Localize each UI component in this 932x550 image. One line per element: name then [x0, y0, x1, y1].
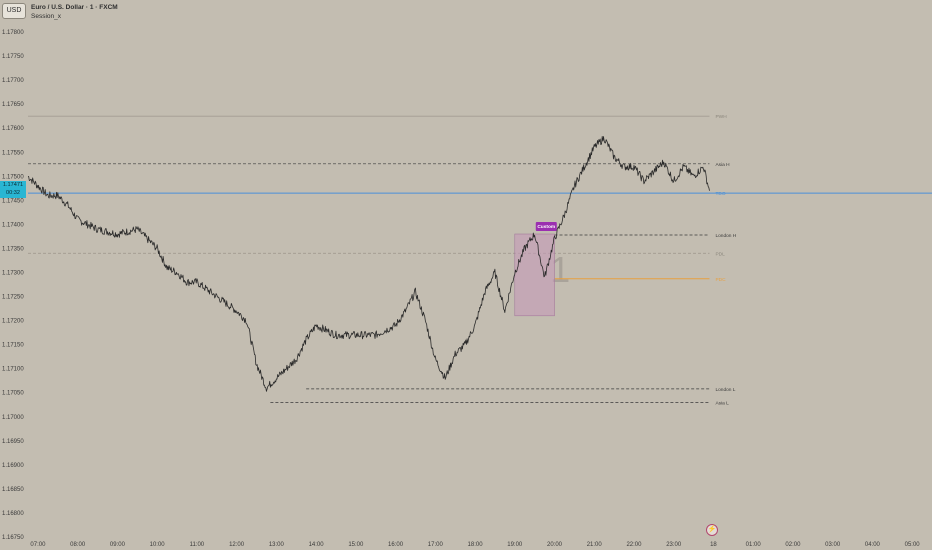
time-axis[interactable]: 07:00 08:00 09:00 10:00 11:00 12:00 13:00 14:00… [30, 542, 920, 548]
time-tick-label: 15:00 [348, 542, 364, 548]
time-tick-label: 04:00 [865, 542, 881, 548]
time-tick-label: 01:00 [746, 542, 762, 548]
price-tick-label: 1.17500 [2, 174, 24, 180]
price-tick-label: 1.17450 [2, 198, 24, 204]
current-price-value: 1.17471 [2, 182, 24, 188]
time-tick-label: 23:00 [666, 542, 682, 548]
time-tick-label: 19:00 [507, 542, 523, 548]
level-label: PWH [715, 114, 727, 120]
time-tick-label: 08:00 [70, 542, 86, 548]
time-tick-label: 16:00 [388, 542, 404, 548]
price-tick-label: 1.16850 [2, 487, 24, 493]
current-price-badge: 1.17471 00:32 [0, 181, 26, 198]
level-label: London H [715, 233, 736, 239]
time-tick-label: 13:00 [269, 542, 285, 548]
price-tick-label: 1.17550 [2, 150, 24, 156]
price-tick-label: 1.17750 [2, 54, 24, 60]
price-tick-label: 1.17150 [2, 343, 24, 349]
custom-session-badge [535, 222, 557, 232]
time-tick-label: 12:00 [229, 542, 245, 548]
time-tick-label: 07:00 [30, 542, 46, 548]
price-tick-label: 1.16950 [2, 439, 24, 445]
price-tick-label: 1.16800 [2, 511, 24, 517]
price-tick-label: 1.17700 [2, 78, 24, 84]
time-tick-label: 03:00 [825, 542, 841, 548]
session-levels: 1 PWH Asia H TDO London H PDL PDC London L Asia … [28, 114, 932, 406]
time-tick-label: 02:00 [785, 542, 801, 548]
indicator-label[interactable]: Session_x [31, 13, 61, 20]
price-line [27, 136, 710, 392]
time-tick-label: 18:00 [468, 542, 484, 548]
price-tick-label: 1.17000 [2, 415, 24, 421]
time-tick-label: 10:00 [150, 542, 166, 548]
level-label: PDL [715, 251, 725, 257]
price-tick-label: 1.17650 [2, 102, 24, 108]
custom-session-label: Custom [537, 224, 555, 230]
price-tick-label: 1.16900 [2, 463, 24, 469]
time-tick-label: 22:00 [626, 542, 642, 548]
symbol-title[interactable]: Euro / U.S. Dollar · 1 · FXCM [31, 4, 118, 11]
time-tick-label: 21:00 [587, 542, 603, 548]
interval-watermark: 1 [550, 249, 570, 290]
custom-session: Custom [514, 222, 557, 317]
level-label: PDC [715, 277, 726, 283]
price-tick-label: 1.17300 [2, 271, 24, 277]
custom-session-box [514, 233, 555, 317]
time-tick-label: 17:00 [428, 542, 444, 548]
price-tick-label: 1.17800 [2, 30, 24, 36]
price-tick-label: 1.16750 [2, 535, 24, 541]
level-label: London L [715, 387, 735, 393]
price-tick-label: 1.17250 [2, 295, 24, 301]
lightning-icon[interactable]: ⚡ [706, 524, 718, 536]
level-label: Asia H [715, 162, 730, 168]
time-tick-label: 14:00 [309, 542, 325, 548]
price-tick-label: 1.17600 [2, 126, 24, 132]
level-label: Asia L [715, 400, 729, 406]
time-tick-label: 11:00 [190, 542, 205, 548]
price-tick-label: 1.17100 [2, 367, 24, 373]
currency-button[interactable]: USD [2, 3, 26, 19]
level-label: TDO [715, 191, 725, 197]
time-tick-label: 09:00 [110, 542, 126, 548]
price-tick-label: 1.17200 [2, 319, 24, 325]
price-series [27, 136, 710, 392]
candle-countdown: 00:32 [6, 190, 20, 196]
price-tick-label: 1.17350 [2, 246, 24, 252]
time-tick-label: 20:00 [547, 542, 563, 548]
time-tick-label: 05:00 [905, 542, 921, 548]
price-tick-label: 1.17400 [2, 222, 24, 228]
price-tick-label: 1.17050 [2, 391, 24, 397]
time-tick-label: 18 [710, 542, 717, 548]
price-axis[interactable]: 1.17800 1.17750 1.17700 1.17650 1.17600 1.175… [2, 30, 24, 541]
